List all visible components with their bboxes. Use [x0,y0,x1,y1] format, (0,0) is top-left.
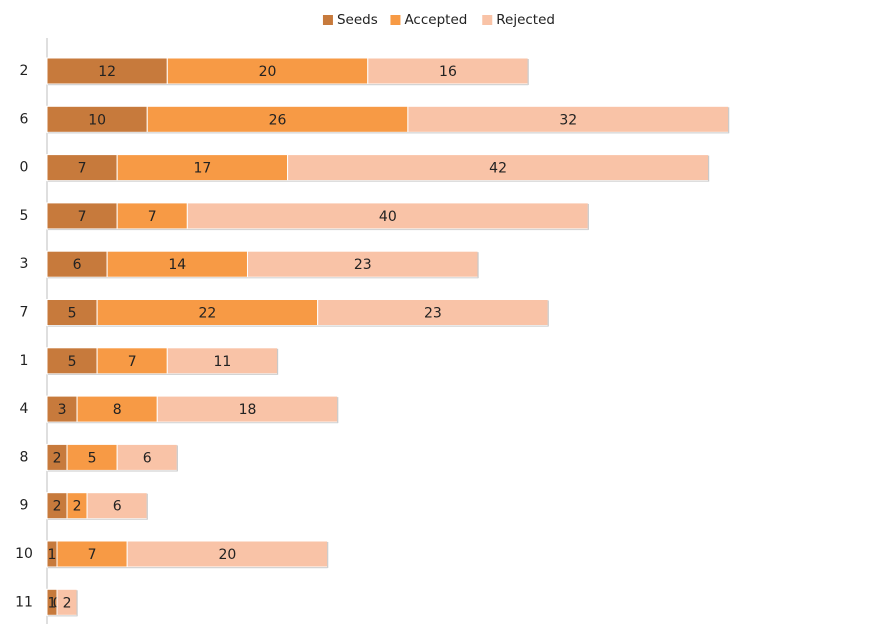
data-label-seeds-5: 7 [78,209,87,225]
data-label-accepted-7: 22 [198,306,216,322]
data-label-accepted-1: 7 [128,354,137,370]
bar-accepted-2 [166,57,369,85]
data-label-seeds-8: 2 [53,450,62,466]
data-label-accepted-10: 7 [88,547,97,563]
data-label-seeds-10: 1 [48,547,57,563]
category-label-7: 7 [20,305,29,321]
bar-seeds-1 [46,347,98,375]
bar-rejected-9 [86,492,148,520]
bar-accepted-1 [96,347,168,375]
data-label-accepted-0: 17 [193,161,211,177]
category-label-6: 6 [20,111,29,127]
data-label-rejected-2: 16 [439,64,457,80]
data-label-rejected-0: 42 [489,161,507,177]
data-label-rejected-9: 6 [113,499,122,515]
bar-accepted-8 [66,443,118,471]
bar-accepted-4 [76,395,158,423]
data-label-accepted-5: 7 [148,209,157,225]
data-label-accepted-6: 26 [269,112,287,128]
bar-accepted-7 [96,299,319,326]
data-label-rejected-1: 11 [214,354,232,370]
data-label-seeds-6: 10 [88,112,106,128]
data-label-rejected-10: 20 [219,547,237,563]
data-label-accepted-4: 8 [113,402,122,418]
bar-seeds-0 [46,154,118,182]
category-label-3: 3 [20,256,29,272]
data-label-seeds-0: 7 [78,161,87,177]
bar-accepted-10 [56,540,128,568]
legend-label-rejected: Rejected [496,12,555,28]
data-label-seeds-4: 3 [58,402,67,418]
category-axis-labels: 2 6 0 5 3 7 1 4 8 9 10 11 [15,63,33,610]
bar-seeds-7 [46,299,98,326]
data-label-seeds-3: 6 [73,257,82,273]
data-label-seeds-1: 5 [68,354,77,370]
data-label-seeds-9: 2 [53,499,62,515]
data-label-accepted-8: 5 [88,450,97,466]
category-label-5: 5 [20,208,29,224]
category-label-10: 10 [15,546,33,562]
bar-rejected-0 [287,154,710,182]
data-label-accepted-9: 2 [73,499,82,515]
bar-rejected-4 [156,395,339,423]
legend-swatch-accepted [390,15,401,25]
data-label-rejected-6: 32 [559,112,577,128]
bar-seeds-3 [46,250,108,278]
category-label-11: 11 [15,594,33,610]
category-label-9: 9 [20,498,29,514]
data-label-rejected-4: 18 [239,402,257,418]
data-label-rejected-8: 6 [143,450,152,466]
bar-rejected-7 [317,299,549,326]
category-label-1: 1 [20,353,29,369]
data-label-seeds-2: 12 [98,64,116,80]
data-label-rejected-3: 23 [354,257,372,273]
data-label-rejected-5: 40 [379,209,397,225]
legend: Seeds Accepted Rejected [322,12,555,28]
data-label-rejected-7: 23 [424,306,442,322]
legend-label-seeds: Seeds [337,12,378,28]
legend-swatch-seeds [322,15,333,25]
category-label-2: 2 [20,63,29,79]
legend-swatch-rejected [482,15,493,25]
data-label-accepted-2: 20 [259,64,277,80]
category-label-8: 8 [20,449,29,465]
bar-rejected-3 [246,250,479,278]
category-label-0: 0 [20,160,29,176]
category-label-4: 4 [20,401,29,417]
data-label-accepted-3: 14 [168,257,186,273]
bar-accepted-5 [116,202,188,230]
data-label-seeds-7: 5 [68,306,77,322]
data-label-seeds-11: 1 [48,595,57,611]
data-label-rejected-11: 2 [63,595,72,611]
legend-label-accepted: Accepted [404,12,467,28]
